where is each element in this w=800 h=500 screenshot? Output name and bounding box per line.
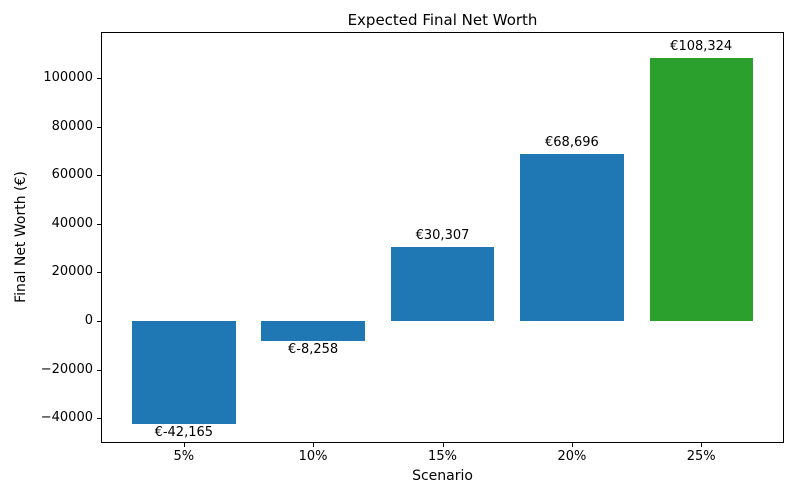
y-tick-mark bbox=[97, 126, 101, 128]
bar-5% bbox=[132, 321, 236, 424]
x-tick-mark bbox=[701, 443, 703, 447]
y-tick-mark bbox=[97, 369, 101, 371]
x-tick-mark bbox=[571, 443, 573, 447]
x-tick-label: 20% bbox=[557, 449, 587, 464]
bar-value-label: €30,307 bbox=[415, 228, 470, 244]
x-tick-label: 10% bbox=[298, 449, 328, 464]
y-tick-mark bbox=[97, 418, 101, 420]
y-tick-label: 40000 bbox=[51, 215, 93, 231]
bar-value-label: €-8,258 bbox=[288, 342, 339, 358]
bar-15% bbox=[390, 247, 495, 321]
y-tick-label: 20000 bbox=[51, 264, 93, 280]
x-tick-label: 15% bbox=[428, 449, 457, 464]
plot-area bbox=[101, 32, 784, 443]
bar-25% bbox=[649, 57, 753, 321]
x-tick-mark bbox=[313, 443, 315, 447]
x-tick-label: 5% bbox=[173, 449, 195, 464]
y-tick-label: 0 bbox=[84, 313, 93, 328]
chart-title: Expected Final Net Worth bbox=[347, 11, 538, 29]
y-tick-label: 100000 bbox=[43, 70, 93, 85]
y-tick-mark bbox=[97, 78, 101, 79]
y-tick-label: 80000 bbox=[51, 118, 93, 134]
bar-value-label: €68,696 bbox=[545, 135, 599, 151]
y-tick-mark bbox=[97, 321, 101, 322]
x-axis-label: Scenario bbox=[412, 468, 473, 484]
bar-value-label: €-42,165 bbox=[154, 424, 214, 440]
y-tick-mark bbox=[97, 223, 101, 225]
x-tick-mark bbox=[183, 443, 185, 447]
y-axis-label-text: Final Net Worth (€) bbox=[13, 171, 29, 303]
x-tick-label: 25% bbox=[686, 449, 716, 464]
bar-20% bbox=[520, 154, 624, 321]
bar-10% bbox=[261, 321, 365, 342]
x-tick-mark bbox=[442, 443, 444, 447]
y-tick-mark bbox=[97, 272, 101, 274]
y-tick-label: −40000 bbox=[40, 410, 93, 426]
y-tick-label: 60000 bbox=[51, 167, 93, 183]
bar-value-label: €108,324 bbox=[670, 38, 733, 54]
y-tick-label: −20000 bbox=[40, 361, 93, 377]
y-tick-mark bbox=[97, 175, 101, 177]
